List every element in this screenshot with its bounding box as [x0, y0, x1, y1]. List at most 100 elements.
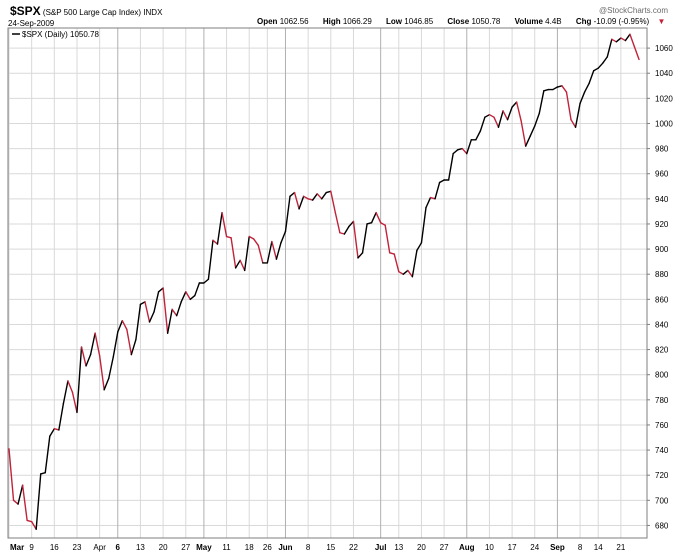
price-segment: [230, 237, 237, 269]
price-segment: [135, 303, 142, 341]
x-tick-label: 6: [116, 543, 121, 552]
down-triangle-icon: ▼: [657, 17, 666, 26]
quote-summary: Open 1062.56 High 1066.29 Low 1046.85 Cl…: [257, 17, 677, 26]
price-segment: [157, 287, 164, 293]
price-segment: [180, 291, 187, 303]
price-segment: [49, 428, 56, 437]
price-segment: [216, 211, 223, 245]
x-tick-label: May: [196, 543, 212, 552]
x-tick-label: 21: [616, 543, 625, 552]
chart-date: 24-Sep-2009: [8, 19, 55, 28]
price-segment: [352, 220, 359, 259]
y-tick-label: 1040: [655, 69, 673, 78]
price-segment: [112, 331, 119, 358]
low-value: 1046.85: [404, 17, 434, 26]
price-segment: [207, 239, 214, 280]
high-value: 1066.29: [342, 17, 372, 26]
price-segment: [330, 190, 337, 214]
price-segment: [366, 222, 373, 225]
price-segment: [574, 102, 581, 128]
price-segment: [239, 259, 246, 272]
price-segment: [108, 356, 114, 380]
y-tick-label: 940: [655, 195, 669, 204]
x-tick-label: 27: [181, 543, 190, 552]
price-segment: [629, 33, 636, 48]
price-segment: [389, 252, 395, 255]
price-segment: [411, 249, 418, 278]
price-segment: [321, 191, 327, 200]
x-tick-label: 15: [326, 543, 335, 552]
price-segment: [556, 85, 563, 88]
y-tick-label: 980: [655, 145, 669, 154]
price-segment: [343, 225, 350, 235]
price-segment: [126, 328, 133, 356]
price-segment: [62, 380, 69, 405]
price-segment: [524, 135, 531, 147]
price-segment: [620, 37, 627, 42]
price-segment: [429, 196, 436, 200]
price-segment: [402, 269, 409, 275]
price-segment: [615, 37, 622, 43]
price-segment: [234, 259, 241, 269]
volume-value: 4.4B: [545, 17, 562, 26]
price-segment: [375, 211, 382, 224]
open-label: Open: [257, 17, 278, 26]
price-segment: [561, 85, 568, 93]
price-segment: [502, 110, 509, 121]
price-segment: [334, 211, 341, 234]
chg-value: -10.09 (-0.95%): [593, 17, 650, 26]
ticker-symbol: $SPX: [10, 4, 41, 18]
price-segment: [438, 179, 445, 184]
price-segment: [71, 391, 78, 414]
price-segment: [597, 62, 604, 69]
price-segment: [85, 353, 92, 367]
price-segment: [298, 195, 305, 210]
x-tick-label: 18: [245, 543, 254, 552]
x-axis-ticks: Mar 9 16 23 Apr 6 13 20 27 May 11 18 26 Jun 8 15 22 Jul 13…: [10, 543, 626, 552]
y-tick-label: 1000: [655, 119, 673, 128]
price-segment: [466, 139, 473, 155]
x-tick-label: 13: [394, 543, 403, 552]
x-tick-label: 8: [578, 543, 583, 552]
price-segment: [103, 377, 110, 391]
price-segment: [89, 332, 96, 356]
y-tick-label: 740: [655, 446, 669, 455]
price-segment: [484, 113, 491, 118]
price-segment: [475, 130, 482, 141]
plot-frame: [7, 27, 648, 539]
y-tick-label: 800: [655, 371, 669, 380]
price-segment: [225, 235, 232, 239]
price-segment: [12, 499, 19, 505]
price-segment: [30, 520, 37, 530]
price-segment: [520, 120, 527, 147]
price-segment: [80, 346, 87, 367]
price-segment: [497, 110, 504, 128]
x-tick-label: Apr: [93, 543, 106, 552]
price-segment: [248, 235, 255, 240]
price-segment: [420, 206, 427, 244]
y-tick-label: 880: [655, 270, 669, 279]
price-segment: [76, 346, 83, 414]
price-segment: [602, 56, 608, 64]
price-segment: [357, 252, 364, 259]
price-segment: [139, 301, 146, 306]
price-segment: [253, 238, 259, 247]
x-tick-label: 26: [263, 543, 272, 552]
price-segment: [461, 147, 468, 155]
price-segment: [98, 355, 105, 391]
price-segment: [280, 230, 287, 244]
price-segment: [44, 435, 51, 474]
price-segment: [293, 191, 300, 210]
price-segment: [624, 33, 631, 42]
price-segment: [284, 195, 291, 233]
price-segment: [271, 240, 278, 260]
x-tick-label: 9: [29, 543, 34, 552]
x-tick-label: 10: [485, 543, 494, 552]
price-segment: [447, 152, 454, 181]
price-segment: [175, 301, 182, 317]
price-segment: [194, 282, 201, 297]
y-tick-label: 960: [655, 170, 669, 179]
price-segment: [266, 240, 273, 264]
price-segment: [515, 101, 522, 122]
